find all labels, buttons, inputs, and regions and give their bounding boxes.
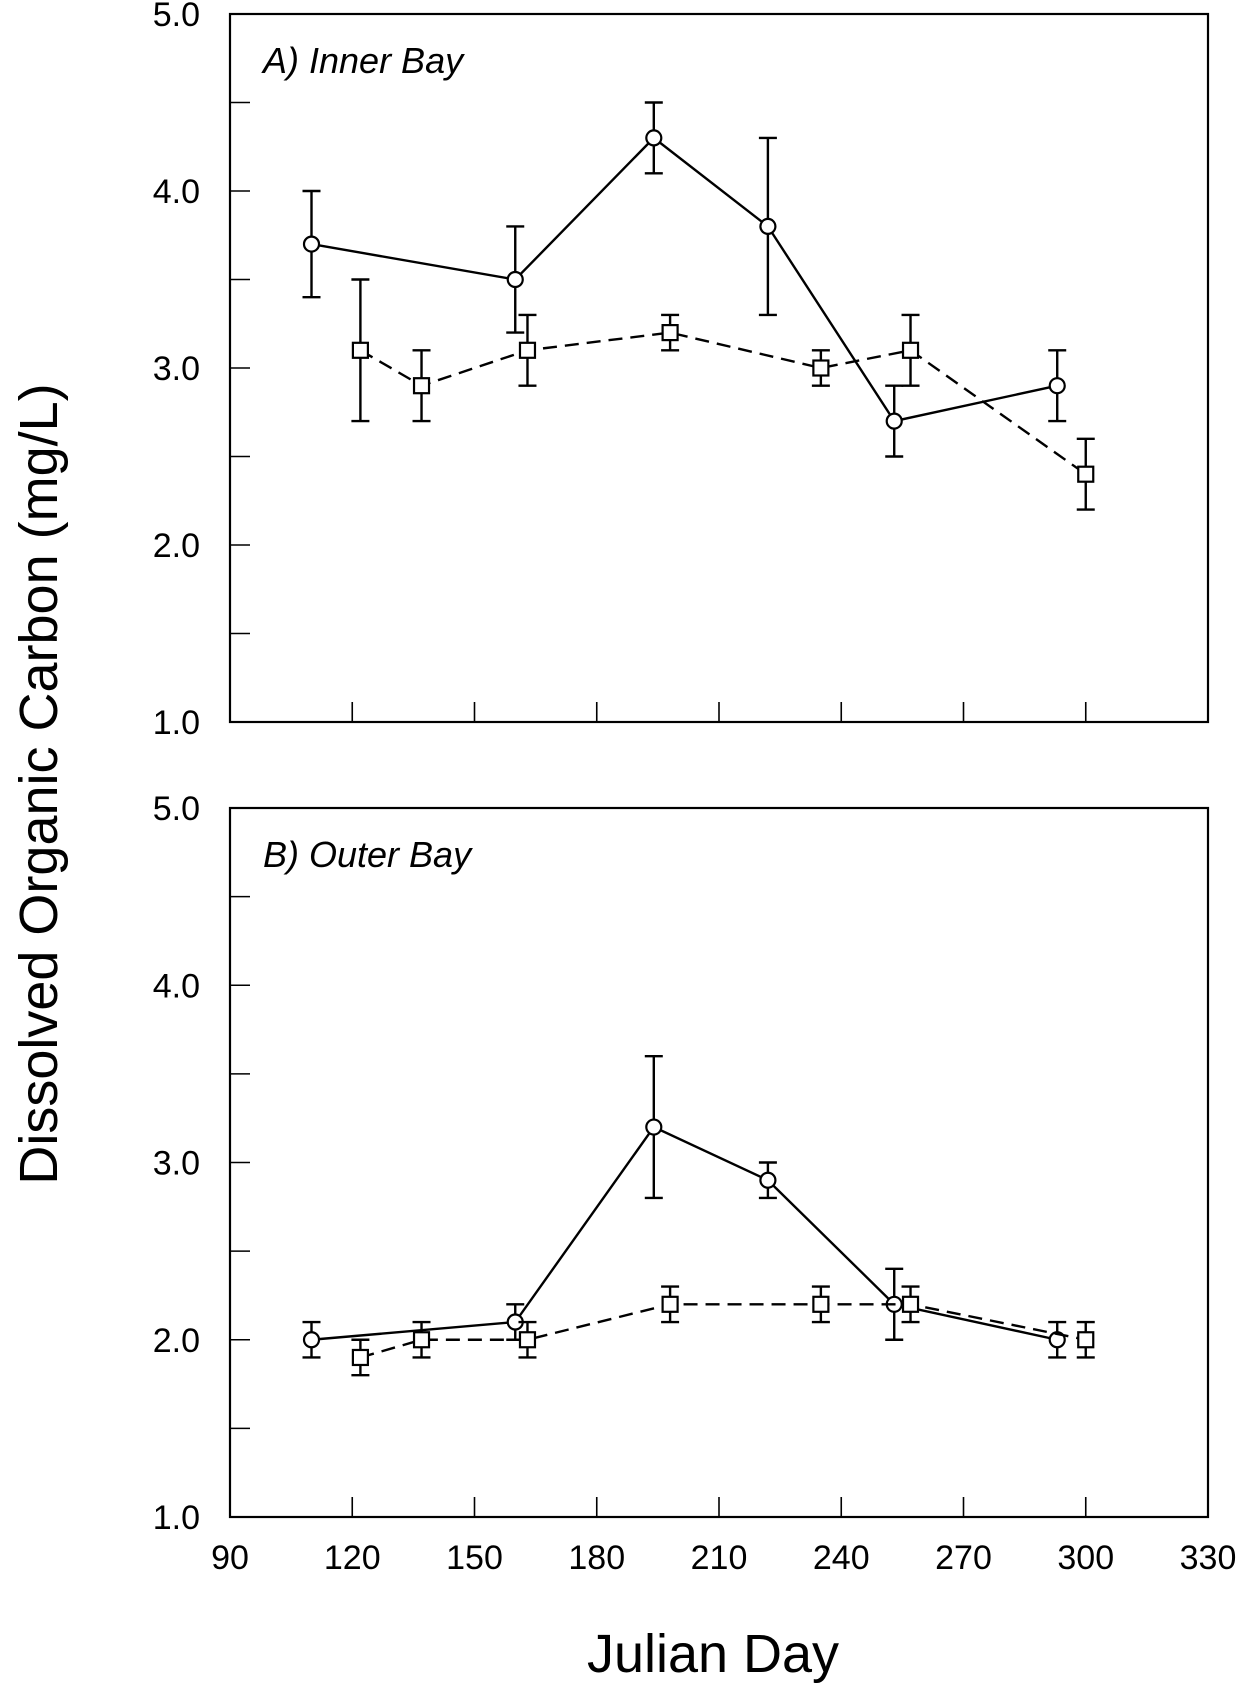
x-tick-label: 270 xyxy=(935,1539,992,1577)
square-marker xyxy=(351,1348,369,1367)
y-tick-labels-inner-bay: 1.0 2.0 3.0 4.0 5.0 xyxy=(153,0,200,742)
y-axis-title: Dissolved Organic Carbon (mg/L) xyxy=(9,383,69,1184)
circle-marker xyxy=(506,270,524,289)
panel-title-inner-bay: A) Inner Bay xyxy=(261,40,465,81)
axis-ticks-outer-bay xyxy=(230,895,1087,1517)
x-tick-label: 300 xyxy=(1057,1539,1114,1577)
square-marker xyxy=(901,341,920,359)
series-line-solid xyxy=(311,1125,1058,1341)
x-tick-label: 150 xyxy=(446,1539,503,1577)
square-marker xyxy=(661,1295,679,1313)
x-tick-label: 90 xyxy=(211,1539,249,1577)
panel-outer-bay: 1.0 2.0 3.0 4.0 5.0 90 120 150 180 210 240 270 300 3… xyxy=(153,790,1237,1577)
x-tick-label: 210 xyxy=(691,1539,748,1577)
series-layer-inner-bay xyxy=(302,101,1095,511)
circle-marker xyxy=(302,1331,321,1349)
series-line-solid xyxy=(311,136,1058,423)
square-marker xyxy=(661,324,679,342)
x-axis-title: Julian Day xyxy=(587,1624,839,1684)
y-tick-label: 3.0 xyxy=(153,1145,200,1183)
y-tick-label: 2.0 xyxy=(153,527,200,565)
y-tick-label: 5.0 xyxy=(153,790,200,828)
axis-ticks-inner-bay xyxy=(230,101,1087,722)
circle-marker xyxy=(885,412,903,430)
square-marker xyxy=(812,1295,830,1313)
panel-title-outer-bay: B) Outer Bay xyxy=(263,834,473,875)
x-tick-label: 180 xyxy=(568,1539,625,1577)
y-tick-label: 4.0 xyxy=(153,173,200,211)
plot-frame-inner-bay xyxy=(228,12,1210,724)
square-marker xyxy=(1077,1331,1095,1349)
y-tick-labels-outer-bay: 1.0 2.0 3.0 4.0 5.0 xyxy=(153,790,200,1537)
square-marker xyxy=(901,1295,920,1313)
square-marker xyxy=(351,341,369,359)
series-line-dashed xyxy=(360,1303,1086,1359)
circle-marker xyxy=(759,1171,777,1189)
y-tick-label: 1.0 xyxy=(153,704,200,742)
square-marker xyxy=(812,359,830,377)
circle-marker xyxy=(645,129,663,147)
x-tick-label: 120 xyxy=(324,1539,381,1577)
y-tick-label: 1.0 xyxy=(153,1499,200,1537)
square-marker xyxy=(1077,465,1095,483)
y-tick-label: 4.0 xyxy=(153,967,200,1005)
x-tick-labels-outer-bay: 90 120 150 180 210 240 270 300 330 xyxy=(211,1539,1236,1577)
square-marker xyxy=(518,1331,537,1349)
circle-marker xyxy=(759,217,777,235)
panel-inner-bay: 1.0 2.0 3.0 4.0 5.0 A) Inner Bay xyxy=(153,0,1210,742)
circle-marker xyxy=(1048,1331,1066,1349)
circle-marker xyxy=(1048,377,1066,395)
x-tick-label: 330 xyxy=(1180,1539,1237,1577)
plot-frame-outer-bay xyxy=(228,806,1210,1519)
x-tick-label: 240 xyxy=(813,1539,870,1577)
y-tick-label: 5.0 xyxy=(153,0,200,34)
square-marker xyxy=(518,341,537,359)
y-tick-label: 2.0 xyxy=(153,1322,200,1360)
y-tick-label: 3.0 xyxy=(153,350,200,388)
square-marker xyxy=(412,1331,431,1349)
series-layer-outer-bay xyxy=(302,1054,1095,1377)
square-marker xyxy=(412,377,431,395)
circle-marker xyxy=(645,1118,663,1136)
circle-marker xyxy=(302,235,321,253)
